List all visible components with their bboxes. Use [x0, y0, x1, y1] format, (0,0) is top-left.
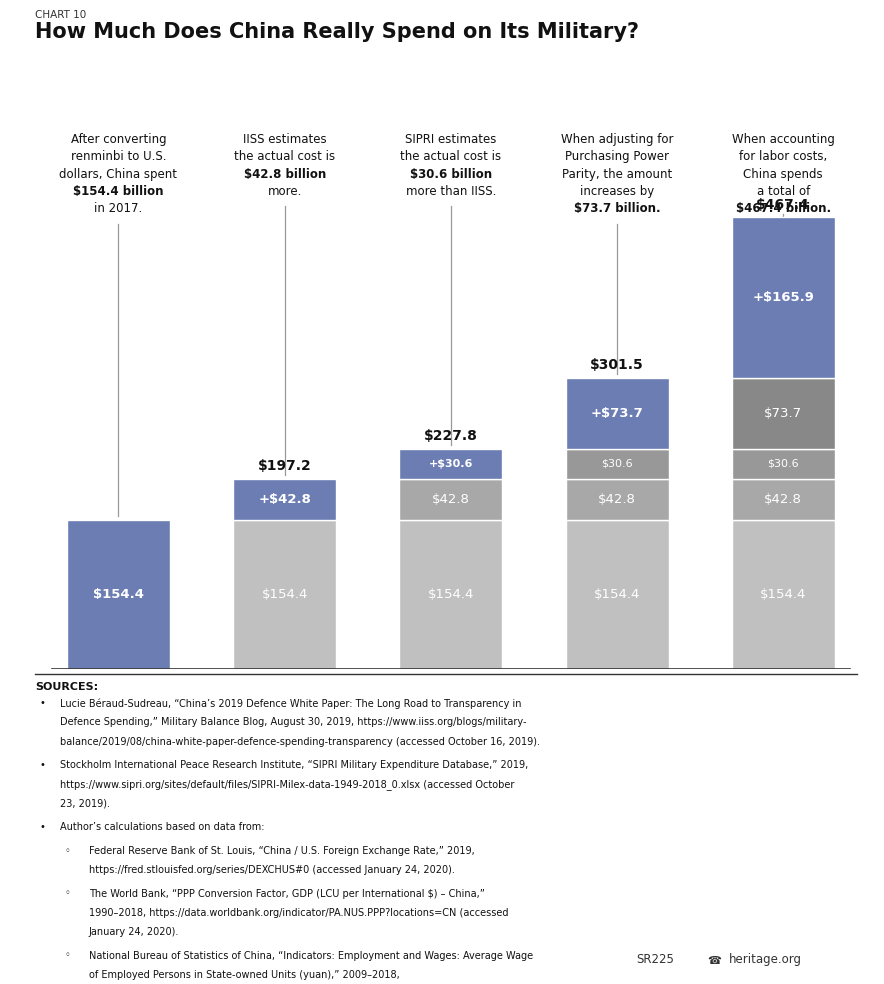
Text: $73.7: $73.7 — [764, 406, 803, 420]
Text: $30.6: $30.6 — [767, 459, 799, 468]
Text: the actual cost is: the actual cost is — [234, 151, 335, 163]
Text: dollars, China spent: dollars, China spent — [59, 167, 178, 180]
Text: increases by: increases by — [580, 185, 654, 198]
Text: SOURCES:: SOURCES: — [35, 682, 98, 692]
Text: The World Bank, “PPP Conversion Factor, GDP (LCU per International $) – China,”: The World Bank, “PPP Conversion Factor, … — [88, 889, 484, 898]
Text: CHART 10: CHART 10 — [35, 10, 87, 20]
Bar — [732, 378, 834, 449]
Text: https://www.sipri.org/sites/default/files/SIPRI-Milex-data-1949-2018_0.xlsx (acc: https://www.sipri.org/sites/default/file… — [60, 779, 514, 790]
Text: Federal Reserve Bank of St. Louis, “China / U.S. Foreign Exchange Rate,” 2019,: Federal Reserve Bank of St. Louis, “Chin… — [88, 845, 475, 856]
Text: $42.8: $42.8 — [598, 493, 636, 506]
Text: +$30.6: +$30.6 — [429, 459, 473, 468]
Bar — [566, 378, 668, 449]
Text: 1990–2018, https://data.worldbank.org/indicator/PA.NUS.PPP?locations=CN (accesse: 1990–2018, https://data.worldbank.org/in… — [88, 907, 508, 918]
Bar — [732, 520, 834, 669]
Text: of Employed Persons in State-owned Units (yuan),” 2009–2018,: of Employed Persons in State-owned Units… — [88, 970, 400, 980]
Text: renminbi to U.S.: renminbi to U.S. — [71, 151, 166, 163]
Text: https://fred.stlouisfed.org/series/DEXCHUS#0 (accessed January 24, 2020).: https://fred.stlouisfed.org/series/DEXCH… — [88, 865, 454, 875]
Text: ◦: ◦ — [65, 951, 70, 960]
Text: 23, 2019).: 23, 2019). — [60, 798, 110, 809]
Text: China spends: China spends — [743, 167, 823, 180]
Bar — [400, 478, 502, 520]
Bar — [732, 478, 834, 520]
Bar — [67, 520, 170, 669]
Text: Lucie Béraud-Sudreau, “China’s 2019 Defence White Paper: The Long Road to Transp: Lucie Béraud-Sudreau, “China’s 2019 Defe… — [60, 699, 522, 708]
Text: SIPRI estimates: SIPRI estimates — [405, 133, 497, 146]
Text: •: • — [40, 822, 45, 832]
Text: $154.4 billion: $154.4 billion — [73, 185, 164, 198]
Text: After converting: After converting — [71, 133, 166, 146]
Bar — [566, 520, 668, 669]
Text: SR225: SR225 — [636, 953, 674, 966]
Text: $154.4: $154.4 — [594, 588, 640, 601]
Text: +$73.7: +$73.7 — [591, 406, 644, 420]
Text: +$165.9: +$165.9 — [752, 291, 814, 304]
Text: $467.4 billion.: $467.4 billion. — [735, 203, 831, 215]
Text: When accounting: When accounting — [732, 133, 834, 146]
Text: ◦: ◦ — [65, 845, 70, 856]
Text: $30.6: $30.6 — [601, 459, 633, 468]
Text: When adjusting for: When adjusting for — [560, 133, 674, 146]
Text: Parity, the amount: Parity, the amount — [562, 167, 672, 180]
Bar — [400, 449, 502, 478]
Text: IISS estimates: IISS estimates — [243, 133, 326, 146]
Text: $197.2: $197.2 — [258, 459, 311, 472]
Text: in 2017.: in 2017. — [95, 203, 142, 215]
Text: •: • — [40, 699, 45, 708]
Bar — [566, 478, 668, 520]
Bar — [233, 478, 336, 520]
Text: heritage.org: heritage.org — [729, 953, 803, 966]
Text: balance/2019/08/china-white-paper-defence-spending-transparency (accessed Octobe: balance/2019/08/china-white-paper-defenc… — [60, 736, 540, 747]
Text: $154.4: $154.4 — [760, 588, 806, 601]
Text: the actual cost is: the actual cost is — [400, 151, 501, 163]
Text: How Much Does China Really Spend on Its Military?: How Much Does China Really Spend on Its … — [35, 22, 639, 41]
Text: $301.5: $301.5 — [591, 358, 644, 372]
Text: •: • — [40, 760, 45, 770]
Text: +$42.8: +$42.8 — [258, 493, 311, 506]
Text: $154.4: $154.4 — [262, 588, 308, 601]
Text: $154.4: $154.4 — [93, 588, 144, 601]
Text: ◦: ◦ — [65, 889, 70, 898]
Text: Defence Spending,” Military Balance Blog, August 30, 2019, https://www.iiss.org/: Defence Spending,” Military Balance Blog… — [60, 717, 527, 727]
Text: Stockholm International Peace Research Institute, “SIPRI Military Expenditure Da: Stockholm International Peace Research I… — [60, 760, 529, 770]
Text: $30.6 billion: $30.6 billion — [410, 167, 492, 180]
Text: ☎: ☎ — [707, 956, 721, 966]
Text: $467.4: $467.4 — [757, 198, 810, 212]
Bar — [732, 217, 834, 378]
Bar — [566, 449, 668, 478]
Text: for labor costs,: for labor costs, — [739, 151, 827, 163]
Text: Author’s calculations based on data from:: Author’s calculations based on data from… — [60, 822, 264, 832]
Text: $227.8: $227.8 — [424, 429, 477, 443]
Text: more.: more. — [268, 185, 301, 198]
Bar — [732, 449, 834, 478]
Text: $42.8: $42.8 — [432, 493, 469, 506]
Bar — [233, 520, 336, 669]
Text: more than IISS.: more than IISS. — [406, 185, 496, 198]
Bar — [400, 520, 502, 669]
Text: January 24, 2020).: January 24, 2020). — [88, 927, 179, 937]
Text: Purchasing Power: Purchasing Power — [565, 151, 669, 163]
Text: a total of: a total of — [757, 185, 810, 198]
Text: $73.7 billion.: $73.7 billion. — [574, 203, 660, 215]
Text: $154.4: $154.4 — [428, 588, 474, 601]
Text: National Bureau of Statistics of China, “Indicators: Employment and Wages: Avera: National Bureau of Statistics of China, … — [88, 951, 533, 960]
Text: $42.8: $42.8 — [765, 493, 802, 506]
Text: $42.8 billion: $42.8 billion — [243, 167, 326, 180]
